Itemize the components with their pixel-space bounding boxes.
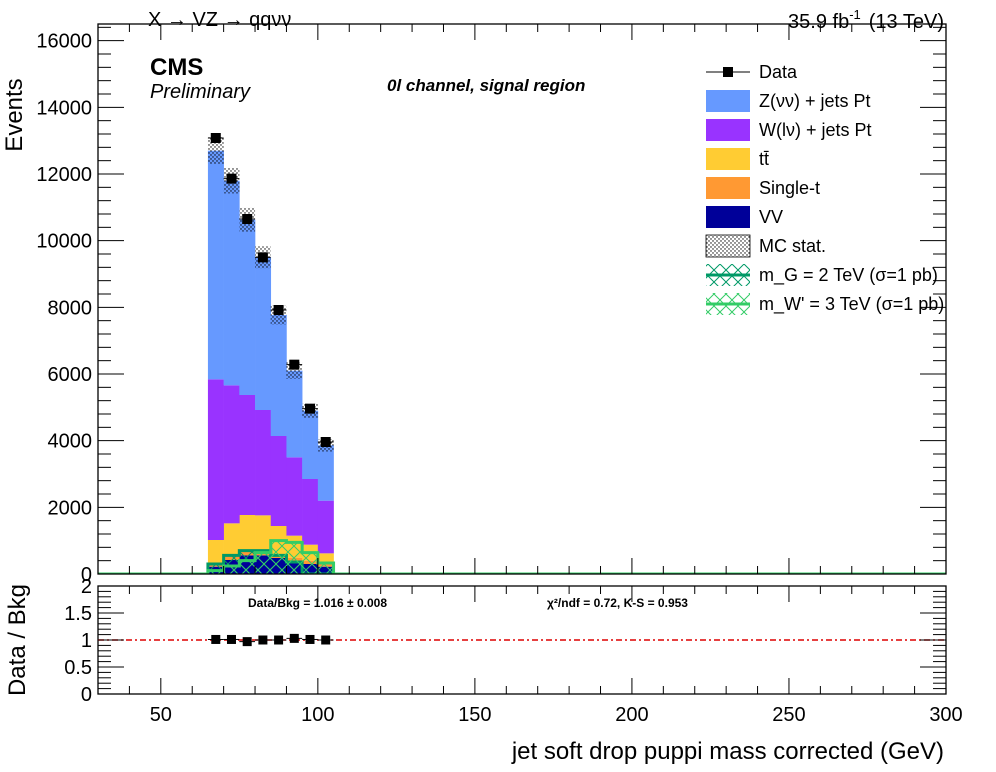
ratio-y-tick-label: 2 xyxy=(81,576,92,598)
legend-label: m_W' = 3 TeV (σ=1 pb) xyxy=(759,294,944,315)
data-point xyxy=(210,133,221,143)
ratio-point xyxy=(305,634,315,644)
data-point xyxy=(305,403,315,414)
legend-data-marker xyxy=(723,67,733,77)
signal-line-1 xyxy=(98,539,946,574)
data-point xyxy=(273,305,284,315)
y-tick-label: 16000 xyxy=(36,31,92,53)
luminosity-label: 35.9 fb-1 (13 TeV) xyxy=(788,7,944,33)
bar-w-l-jets-pt xyxy=(302,479,319,545)
legend-swatch xyxy=(706,177,750,199)
y-tick-label: 6000 xyxy=(48,364,93,386)
legend-label: VV xyxy=(759,207,783,227)
legend: Data Z(νν) + jets Pt W(lν) + jets Pt tt̄ Sin… xyxy=(705,62,944,315)
legend-label: tt̄ xyxy=(759,149,769,169)
data-point xyxy=(320,437,331,447)
data-point xyxy=(289,359,300,370)
bar-tt- xyxy=(255,515,272,551)
bar-z-jets-pt xyxy=(239,219,256,395)
stacked-histogram xyxy=(207,137,334,574)
energy-value: (13 TeV) xyxy=(869,11,944,33)
data-point xyxy=(242,214,253,224)
bar-z-jets-pt xyxy=(286,370,303,458)
y-tick-label: 4000 xyxy=(48,431,93,453)
bar-tt- xyxy=(207,540,224,564)
x-tick-label: 100 xyxy=(301,704,334,726)
bar-w-l-jets-pt xyxy=(270,436,287,526)
bar-tt- xyxy=(223,523,240,556)
bar-z-jets-pt xyxy=(255,257,272,410)
lumi-value: 35.9 fb xyxy=(788,11,849,33)
x-tick-label: 250 xyxy=(772,704,805,726)
x-axis-title: jet soft drop puppi mass corrected (GeV) xyxy=(511,738,944,765)
legend-label: MC stat. xyxy=(759,236,826,256)
ratio-y-tick-label: 1 xyxy=(81,630,92,652)
bar-w-l-jets-pt xyxy=(255,410,272,516)
data-point xyxy=(257,252,268,263)
ratio-y-tick-label: 1.5 xyxy=(64,603,92,625)
bar-z-jets-pt xyxy=(270,315,287,436)
signal-fill-1 xyxy=(98,540,946,574)
ratio-point xyxy=(242,637,252,647)
lumi-exponent: -1 xyxy=(849,7,861,22)
region-label: 0l channel, signal region xyxy=(387,76,585,95)
main-plot-frame xyxy=(97,23,947,575)
ratio-point xyxy=(211,634,221,644)
bar-z-jets-pt xyxy=(317,445,334,501)
experiment-label: CMS xyxy=(150,54,203,81)
legend-label: Z(νν) + jets Pt xyxy=(759,91,871,111)
y-tick-label: 2000 xyxy=(48,497,93,519)
ratio-point xyxy=(226,634,236,644)
status-label: Preliminary xyxy=(150,81,251,103)
y-tick-label: 0 xyxy=(81,564,92,586)
ratio-y-tick-label: 0 xyxy=(81,684,92,706)
signal-histograms xyxy=(98,539,946,574)
bar-w-l-jets-pt xyxy=(239,395,256,515)
process-title: X → VZ → qqνν xyxy=(148,9,291,31)
bar-tt- xyxy=(317,553,334,564)
legend-label: m_G = 2 TeV (σ=1 pb) xyxy=(759,265,938,286)
bar-tt- xyxy=(239,515,256,551)
bar-w-l-jets-pt xyxy=(207,379,224,540)
ratio-points xyxy=(207,633,334,647)
x-tick-label: 300 xyxy=(929,704,962,726)
y-tick-label: 14000 xyxy=(36,97,92,119)
legend-swatch xyxy=(706,119,750,141)
bar-z-jets-pt xyxy=(207,150,224,380)
data-point xyxy=(226,173,237,184)
x-tick-label: 150 xyxy=(458,704,491,726)
y-axis-title: Events xyxy=(1,78,28,151)
ratio-point xyxy=(274,635,284,645)
data-points xyxy=(207,133,334,447)
chi2-annotation: χ²/ndf = 0.72, K-S = 0.953 xyxy=(547,596,688,610)
ratio-point xyxy=(289,633,299,643)
legend-swatch xyxy=(706,148,750,170)
legend-label: Data xyxy=(759,62,798,82)
ratio-annotation: Data/Bkg = 1.016 ± 0.008 xyxy=(248,596,387,610)
bar-w-l-jets-pt xyxy=(223,385,240,524)
legend-mc-stat-swatch xyxy=(705,234,751,258)
legend-swatch xyxy=(706,90,750,112)
bar-z-jets-pt xyxy=(302,410,319,479)
ratio-point xyxy=(258,635,268,645)
bar-z-jets-pt xyxy=(223,180,240,386)
bar-w-l-jets-pt xyxy=(286,457,303,536)
ratio-point xyxy=(321,635,331,645)
main-axis-ticks: 0 2000 4000 6000 8000 10000 12000 14000 16000 xyxy=(36,24,947,586)
ratio-y-axis-title: Data / Bkg xyxy=(4,584,31,696)
mc-stat-band xyxy=(207,137,224,165)
legend-label: Single-t xyxy=(759,178,820,198)
y-tick-label: 8000 xyxy=(48,297,93,319)
bar-w-l-jets-pt xyxy=(317,500,334,554)
x-tick-label: 200 xyxy=(615,704,648,726)
ratio-y-tick-label: 0.5 xyxy=(64,657,92,679)
y-tick-label: 12000 xyxy=(36,164,92,186)
legend-swatch xyxy=(706,206,750,228)
legend-label: W(lν) + jets Pt xyxy=(759,120,872,140)
y-tick-label: 10000 xyxy=(36,231,92,253)
x-tick-label: 50 xyxy=(150,704,172,726)
